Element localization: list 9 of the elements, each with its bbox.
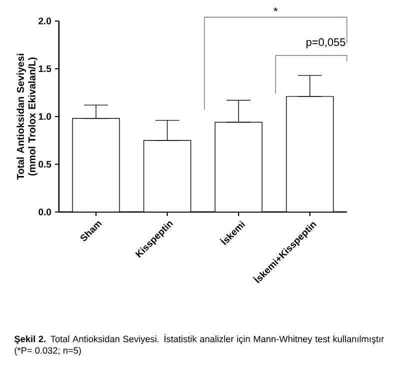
y-axis-title: Total Antioksidan Seviyesi (mmol Trolox Ekivalan/L) (16, 54, 38, 180)
text: Şekil 2. Total Antioksidan Seviyesi. İstatistik analizler için Mann-Whitney test kullanılmıştır (*P= 0.032; n=5) (14, 334, 384, 356)
y-tick-label: 1.0 (38, 113, 52, 120)
y-tick-label: 2.0 (38, 18, 52, 24)
y-tick-label: 0.0 (38, 208, 52, 216)
y-tick-label: 1.5 (38, 65, 52, 72)
annotation: p=0,055 (306, 38, 346, 48)
y-tick-label: 0.5 (38, 160, 52, 168)
text: * (274, 7, 278, 12)
